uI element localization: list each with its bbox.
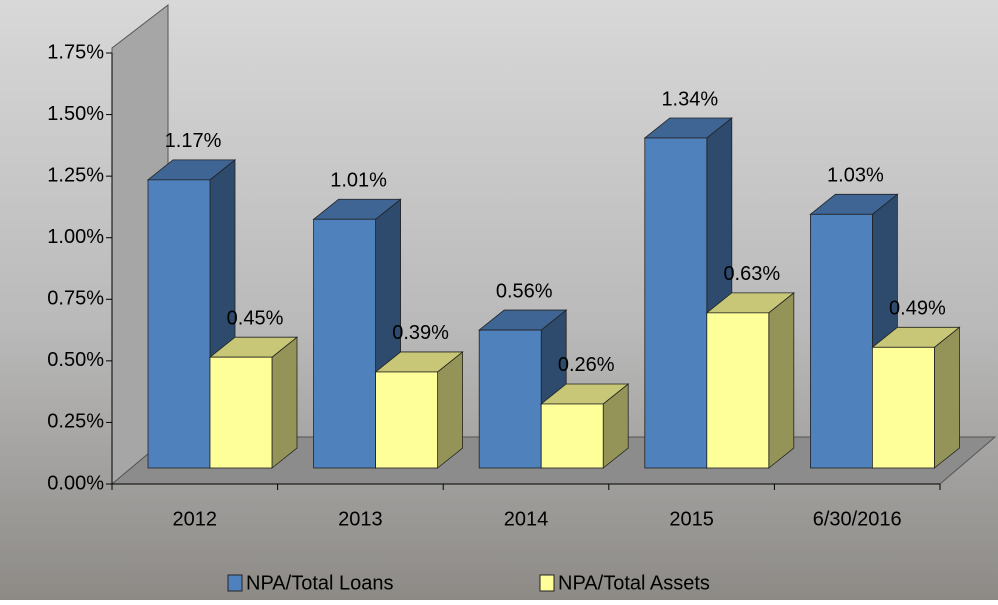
y-tick-label: 1.75% (47, 41, 104, 63)
y-tick-label: 1.50% (47, 103, 104, 125)
value-label: 0.26% (558, 354, 615, 376)
bar (478, 329, 542, 469)
bar-side (934, 326, 960, 469)
bar (540, 403, 604, 469)
value-label: 1.34% (661, 88, 718, 110)
bar (313, 218, 377, 469)
bar (810, 213, 873, 469)
legend-label: NPA/Total Loans (246, 572, 394, 594)
legend-label: NPA/Total Assets (558, 572, 710, 594)
bar (872, 346, 935, 469)
bar-side (271, 336, 298, 469)
y-tick-label: 1.25% (47, 164, 104, 186)
value-label: 1.01% (330, 170, 387, 192)
value-label: 0.63% (723, 263, 780, 285)
y-tick-label: 0.75% (47, 288, 104, 310)
value-label: 0.45% (227, 307, 284, 329)
y-tick-label: 0.50% (47, 349, 104, 371)
bar-side (768, 292, 795, 469)
value-label: 0.49% (889, 298, 946, 320)
x-tick-label: 2013 (338, 508, 383, 530)
bar (209, 356, 273, 469)
bar (706, 312, 770, 469)
bar (375, 371, 439, 469)
x-tick-label: 2012 (173, 508, 218, 530)
x-tick-label: 2015 (669, 508, 714, 530)
legend-swatch (539, 574, 555, 592)
value-label: 1.17% (165, 130, 222, 152)
bar (644, 137, 708, 469)
y-tick-label: 0.00% (47, 472, 104, 494)
bar (147, 179, 211, 469)
legend-swatch (227, 574, 243, 592)
value-label: 0.39% (392, 322, 449, 344)
x-tick-label: 2014 (504, 508, 549, 530)
y-tick-label: 1.00% (47, 226, 104, 248)
y-tick-label: 0.25% (47, 411, 104, 433)
value-label: 0.56% (496, 280, 553, 302)
x-tick-label: 6/30/2016 (813, 508, 902, 530)
value-label: 1.03% (827, 165, 884, 187)
